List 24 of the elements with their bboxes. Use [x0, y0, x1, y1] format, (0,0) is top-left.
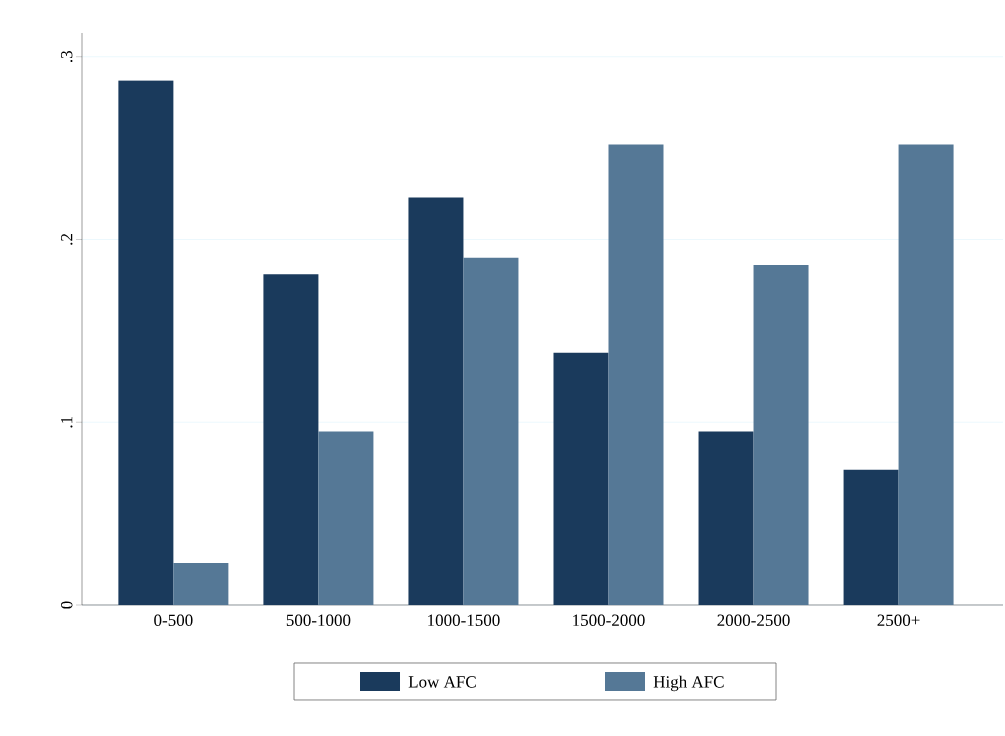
bar [263, 274, 319, 605]
bar [843, 469, 899, 605]
bar [608, 144, 664, 605]
legend-label: Low AFC [408, 676, 476, 688]
bar [698, 431, 754, 605]
x-tick-label: 500-1000 [286, 614, 351, 626]
bar [408, 197, 464, 605]
x-tick-label: 0-500 [154, 614, 193, 626]
y-tick-label: .2 [60, 234, 73, 245]
bar [118, 80, 174, 605]
x-tick-label: 1000-1500 [428, 614, 500, 626]
bar [753, 265, 809, 605]
y-tick-label: .3 [60, 51, 73, 63]
y-tick-label: .1 [61, 416, 73, 428]
x-tick-label: 1500-2000 [573, 614, 645, 626]
bar [463, 257, 519, 605]
bar [898, 144, 954, 605]
bar [173, 562, 229, 605]
x-tick-label: 2000-2500 [717, 614, 790, 626]
bar [318, 431, 374, 605]
legend-label: High AFC [653, 675, 724, 692]
y-tick-label: 0 [61, 601, 73, 609]
bar [553, 352, 609, 605]
x-tick-label: 2500+ [877, 614, 920, 626]
